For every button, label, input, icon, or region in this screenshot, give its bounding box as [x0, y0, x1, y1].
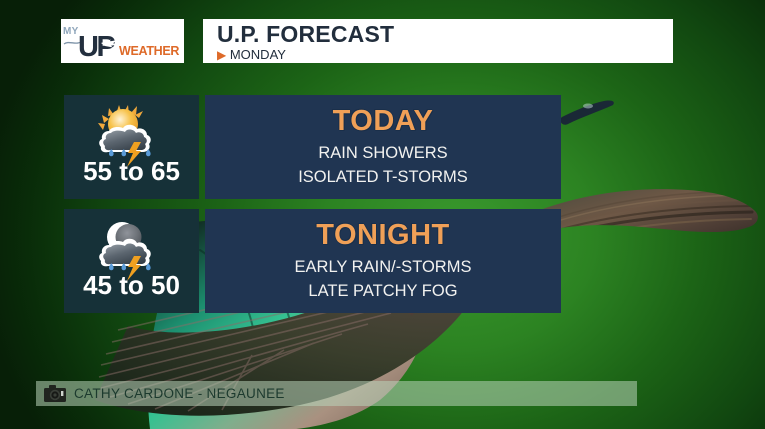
- svg-text:MY: MY: [63, 26, 79, 37]
- svg-text:WEATHER: WEATHER: [119, 44, 179, 58]
- svg-text:UP: UP: [78, 31, 115, 63]
